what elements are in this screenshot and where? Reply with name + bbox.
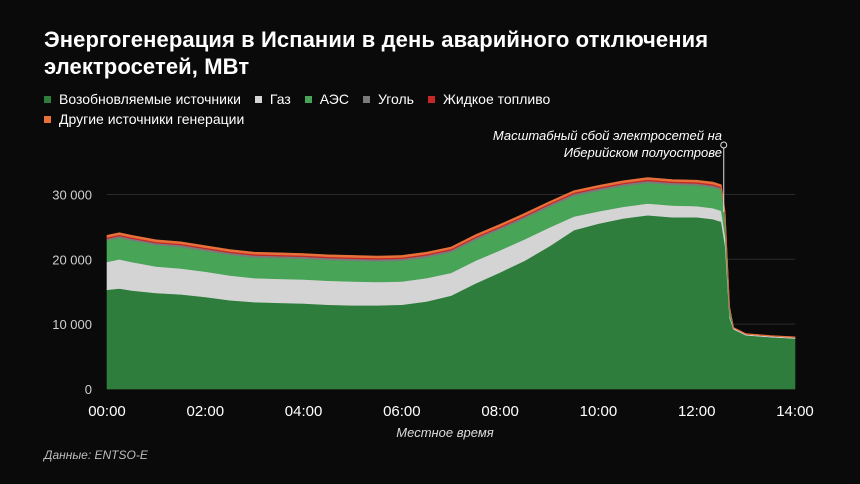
y-tick-label: 10 000 [52,317,92,332]
blackout-annotation: Масштабный сбой электросетей на Иберийск… [492,128,722,160]
chart-title: Энергогенерация в Испании в день аварийн… [44,27,709,79]
legend-label: Уголь [377,91,414,107]
legend-item: АЭС [304,90,349,108]
x-tick-label: 00:00 [88,403,126,420]
legend-item: Газ [254,90,291,108]
y-tick-label: 30 000 [52,187,92,202]
legend-swatch [254,95,262,103]
legend-swatch [362,95,370,103]
x-tick-label: 08:00 [481,403,519,420]
legend-item: Жидкое топливо [427,90,551,108]
x-tick-label: 06:00 [383,403,421,420]
data-source: Данные: ENTSO-E [44,448,148,462]
legend-item: Другие источники генерации [44,110,244,128]
legend-label: Газ [269,91,291,107]
legend-label: Другие источники генерации [59,111,245,127]
area-series-5 [106,177,796,338]
x-tick-label: 10:00 [580,403,618,420]
x-axis-label: Местное время [396,425,493,440]
legend-swatch [304,95,312,103]
legend-item: Уголь [362,90,414,108]
legend-swatch [44,115,51,123]
legend-item: Возобновляемые источники [44,90,241,108]
x-tick-label: 02:00 [187,403,225,420]
x-tick-label: 04:00 [285,403,323,420]
legend-label: АЭС [319,91,349,107]
y-tick-label: 20 000 [52,252,92,267]
x-tick-label: 14:00 [776,403,814,420]
x-tick-label: 12:00 [678,403,716,420]
area-series-0 [106,214,796,390]
legend-swatch [427,95,435,103]
legend-label: Жидкое топливо [442,91,551,107]
y-tick-label: 0 [85,382,92,397]
event-marker-dot [720,141,728,149]
legend: Возобновляемые источники Газ АЭС Уголь Жидко… [44,90,684,128]
legend-label: Возобновляемые источники [59,91,241,107]
legend-swatch [44,95,51,103]
